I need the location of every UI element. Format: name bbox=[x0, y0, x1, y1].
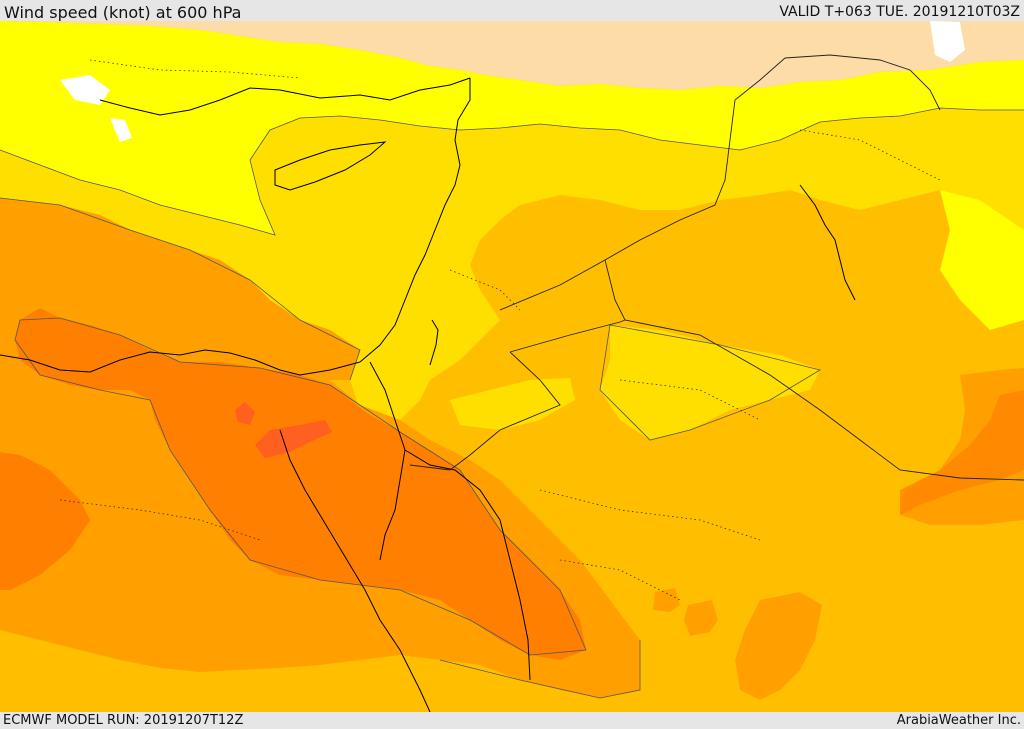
field-orange-patch-2 bbox=[684, 600, 718, 636]
map-canvas bbox=[0, 21, 1024, 712]
field-dark-orange-east bbox=[900, 390, 1024, 515]
field-orange-patch-se bbox=[735, 592, 822, 700]
brand-label: ArabiaWeather Inc. bbox=[896, 713, 1021, 728]
contour-lines bbox=[0, 107, 1024, 699]
sea-patch-island bbox=[110, 118, 132, 142]
field-gold bbox=[0, 108, 1024, 430]
field-dark-orange-west bbox=[0, 452, 90, 590]
borders bbox=[409, 54, 1024, 481]
field-red-orange bbox=[255, 420, 332, 458]
field-gold-plateau bbox=[600, 325, 820, 440]
model-run-label: ECMWF MODEL RUN: 20191207T12Z bbox=[3, 713, 244, 728]
field-yellow-east bbox=[940, 190, 1024, 330]
map-footer: ECMWF MODEL RUN: 20191207T12Z ArabiaWeat… bbox=[0, 712, 1024, 729]
wind-speed-map bbox=[0, 21, 1024, 712]
field-red-orange-2 bbox=[235, 402, 255, 425]
sea-patch-black-sea bbox=[930, 21, 965, 62]
sea-patch-nw bbox=[60, 75, 110, 105]
coastlines bbox=[0, 77, 856, 712]
map-title: Wind speed (knot) at 600 hPa bbox=[4, 3, 242, 22]
cyprus-outline bbox=[274, 141, 387, 191]
field-gold-patch bbox=[450, 378, 575, 430]
internal-boundaries bbox=[59, 59, 941, 601]
field-orange-patch-3 bbox=[653, 588, 680, 612]
map-header: Wind speed (knot) at 600 hPa VALID T+063… bbox=[0, 0, 1024, 22]
field-dark-orange bbox=[15, 308, 586, 660]
valid-time: VALID T+063 TUE. 20191210T03Z bbox=[779, 4, 1020, 20]
